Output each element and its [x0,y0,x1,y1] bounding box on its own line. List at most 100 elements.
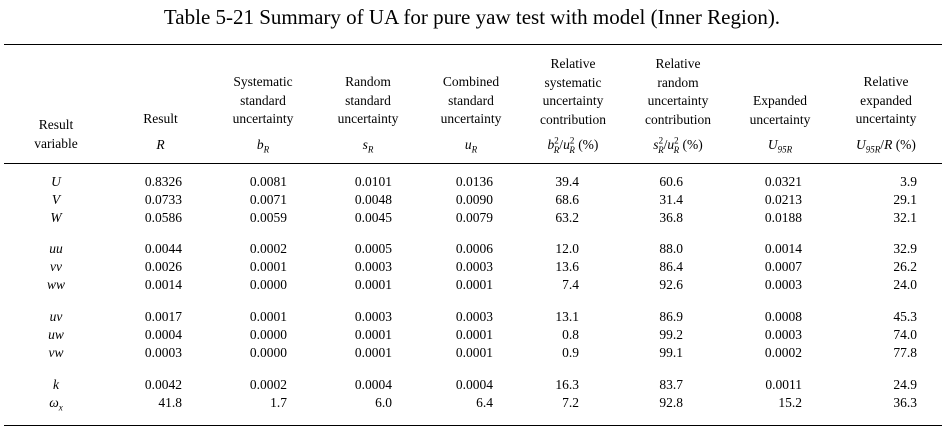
table-cell: 0.0136 [455,174,493,189]
table-cell: 0.0081 [249,174,287,189]
table-cell: 0.0007 [764,259,802,274]
table-cell: 6.4 [476,395,493,410]
table-cell: 0.0045 [354,210,392,225]
table-cell: 63.2 [555,210,579,225]
table-cell: 24.0 [893,277,917,292]
header-systematic: Systematic standard uncertainty bR [222,73,304,154]
header-combined: Combined standard uncertainty uR [430,73,512,154]
table-cell: 92.8 [659,395,683,410]
row-variable: k [53,377,59,392]
table-cell: 0.0321 [764,174,802,189]
table-cell: 0.0004 [354,377,392,392]
header-random: Random standard uncertainty sR [328,73,408,154]
table-cell: 0.0014 [144,277,182,292]
row-variable: ωx [49,395,63,413]
header-expanded: Expanded uncertainty U95R [740,92,820,155]
table-cell: 12.0 [555,241,579,256]
table-cell: 45.3 [893,309,917,324]
table-cell: 0.0011 [765,377,802,392]
table-cell: 26.2 [893,259,917,274]
table-cell: 0.0017 [144,309,182,324]
header-random-symbol: sR [362,136,374,155]
table-cell: 31.4 [659,192,683,207]
row-variable: vv [50,259,62,274]
table-caption: Table 5-21 Summary of UA for pure yaw te… [163,5,781,29]
table-cell: 0.0059 [249,210,287,225]
table-cell: 99.1 [659,345,683,360]
table-cell: 0.0101 [354,174,392,189]
header-relative-systematic-symbol: b2R/u2R (%) [547,135,599,155]
table-cell: 1.7 [270,395,287,410]
table-cell: 7.4 [562,277,579,292]
table-cell: 0.9 [562,345,579,360]
header-result: Result R [128,110,193,154]
table-cell: 39.4 [555,174,579,189]
table-cell: 88.0 [659,241,683,256]
table-cell: 0.0001 [455,327,493,342]
table-cell: 77.8 [893,345,917,360]
table-cell: 0.0003 [354,259,392,274]
table-cell: 32.1 [893,210,917,225]
row-variable: U [51,174,61,189]
table-cell: 0.0002 [764,345,802,360]
table-cell: 0.0001 [249,259,287,274]
table-cell: 0.0001 [354,277,392,292]
table-cell: 0.0079 [455,210,493,225]
table-cell: 0.8 [562,327,579,342]
table-cell: 0.0002 [249,241,287,256]
table-cell: 0.0003 [455,259,493,274]
table-cell: 29.1 [893,192,917,207]
table-cell: 0.0733 [144,192,182,207]
header-combined-symbol: uR [464,136,478,155]
table-cell: 41.8 [158,395,182,410]
table-cell: 0.0001 [354,327,392,342]
row-variable: W [50,210,62,225]
header-relative-random-symbol: s2R/u2R (%) [653,135,703,155]
table-cell: 0.0071 [249,192,287,207]
header-relative-random: Relative random uncertainty contribution… [632,55,724,155]
table-cell: 16.3 [555,377,579,392]
header-systematic-symbol: bR [256,136,270,155]
table-cell: 7.2 [562,395,579,410]
table-cell: 0.0006 [455,241,493,256]
row-variable: V [51,192,61,207]
table-cell: 0.0586 [144,210,182,225]
row-variable: uv [49,309,63,324]
row-variable: ww [46,277,65,292]
table-cell: 0.0000 [249,327,287,342]
table-cell: 60.6 [659,174,683,189]
table-cell: 0.0044 [144,241,182,256]
table-cell: 0.0008 [764,309,802,324]
row-variable: uw [48,327,64,342]
table-cell: 0.8326 [144,174,182,189]
header-relative-expanded-symbol: U95R/R (%) [856,136,916,155]
header-relative-systematic: Relative systematic uncertainty contribu… [528,55,618,155]
table-cell: 0.0003 [764,327,802,342]
table-cell: 0.0042 [144,377,182,392]
table-cell: 0.0000 [249,345,287,360]
table-cell: 0.0014 [764,241,802,256]
table-cell: 13.6 [555,259,579,274]
table-cell: 6.0 [375,395,392,410]
table-cell: 0.0090 [455,192,493,207]
table-cell: 0.0026 [144,259,182,274]
table-cell: 99.2 [659,327,683,342]
table-cell: 3.9 [900,174,917,189]
table-cell: 0.0001 [249,309,287,324]
table-cell: 0.0003 [144,345,182,360]
table-cell: 13.1 [555,309,579,324]
table-cell: 86.9 [659,309,683,324]
table-cell: 32.9 [893,241,917,256]
table-cell: 36.8 [659,210,683,225]
table-cell: 15.2 [778,395,802,410]
table-cell: 36.3 [893,395,917,410]
table-cell: 74.0 [893,327,917,342]
header-result-symbol: R [156,136,165,152]
table-cell: 86.4 [659,259,683,274]
table-cell: 0.0188 [764,210,802,225]
table-cell: 0.0003 [455,309,493,324]
table-cell: 0.0213 [764,192,802,207]
table-cell: 0.0002 [249,377,287,392]
table-cell: 0.0001 [455,277,493,292]
header-result-variable: Result variable [34,117,78,151]
